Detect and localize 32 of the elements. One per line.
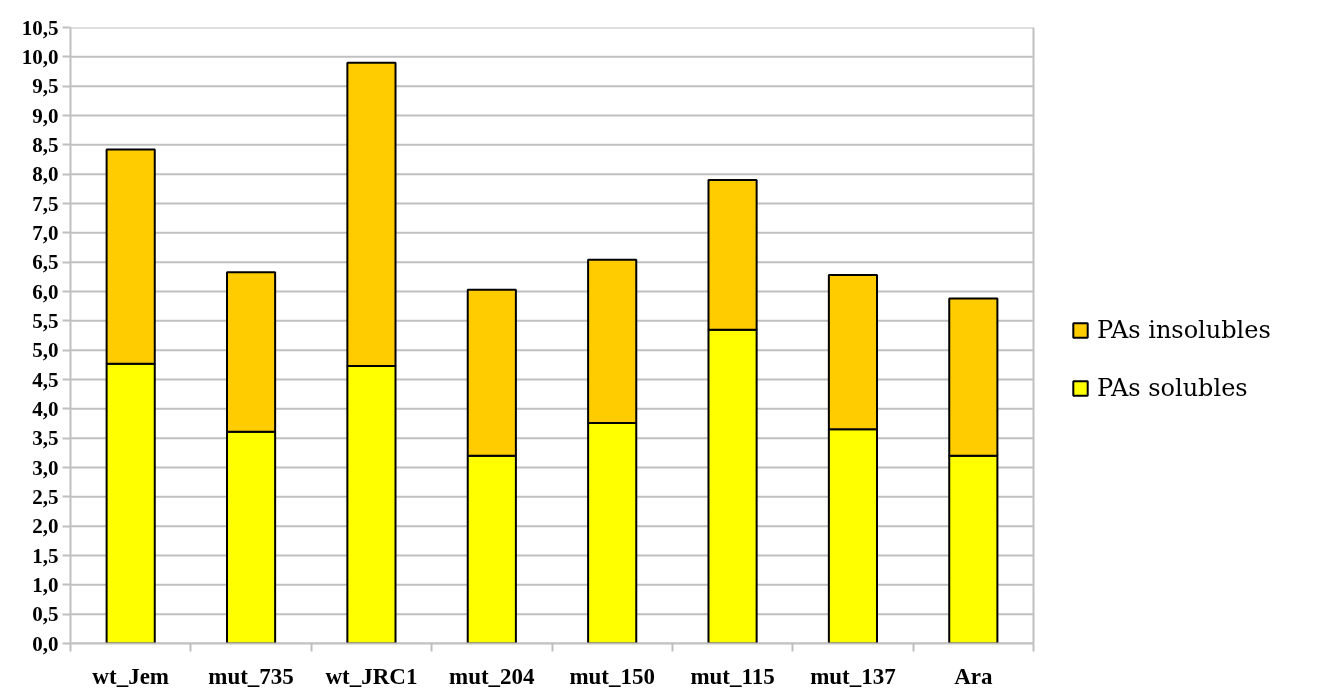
y-tick-label: 9,5 xyxy=(32,74,59,99)
y-tick-label: 6,5 xyxy=(32,250,59,275)
y-tick-label: 10,0 xyxy=(21,44,59,69)
y-tick-label: 2,0 xyxy=(32,514,59,539)
x-tick-label: mut_204 xyxy=(449,663,536,689)
y-tick-label: 0,5 xyxy=(32,602,59,627)
x-tick-label: Ara xyxy=(954,663,993,689)
y-tick-label: 5,5 xyxy=(32,308,59,333)
y-tick-label: 4,5 xyxy=(32,367,59,392)
x-tick-label: mut_115 xyxy=(690,663,775,689)
x-tick-label: wt_JRC1 xyxy=(325,663,418,689)
y-tick-label: 5,0 xyxy=(32,338,59,363)
y-tick-label: 6,0 xyxy=(32,279,59,304)
y-tick-label: 4,0 xyxy=(32,396,59,421)
y-tick-label: 8,0 xyxy=(32,162,59,187)
x-tick-label: wt_Jem xyxy=(92,663,170,689)
y-tick-label: 9,0 xyxy=(32,103,59,128)
y-tick-label: 1,5 xyxy=(32,543,59,568)
legend-label: PAs solubles xyxy=(1097,374,1248,402)
y-tick-label: 3,0 xyxy=(32,455,59,480)
x-tick-label: mut_150 xyxy=(569,663,656,689)
y-tick-label: 7,5 xyxy=(32,191,59,216)
y-tick-label: 2,5 xyxy=(32,484,59,509)
y-tick-label: 1,0 xyxy=(32,572,59,597)
y-tick-label: 7,0 xyxy=(32,220,59,245)
y-tick-label: 3,5 xyxy=(32,426,59,451)
y-tick-label: 0,0 xyxy=(32,631,59,656)
x-tick-label: mut_137 xyxy=(810,663,896,689)
y-tick-label: 8,5 xyxy=(32,132,59,157)
legend-label: PAs insolubles xyxy=(1097,316,1271,344)
x-tick-label: mut_735 xyxy=(208,663,294,689)
y-tick-label: 10,5 xyxy=(21,15,59,40)
